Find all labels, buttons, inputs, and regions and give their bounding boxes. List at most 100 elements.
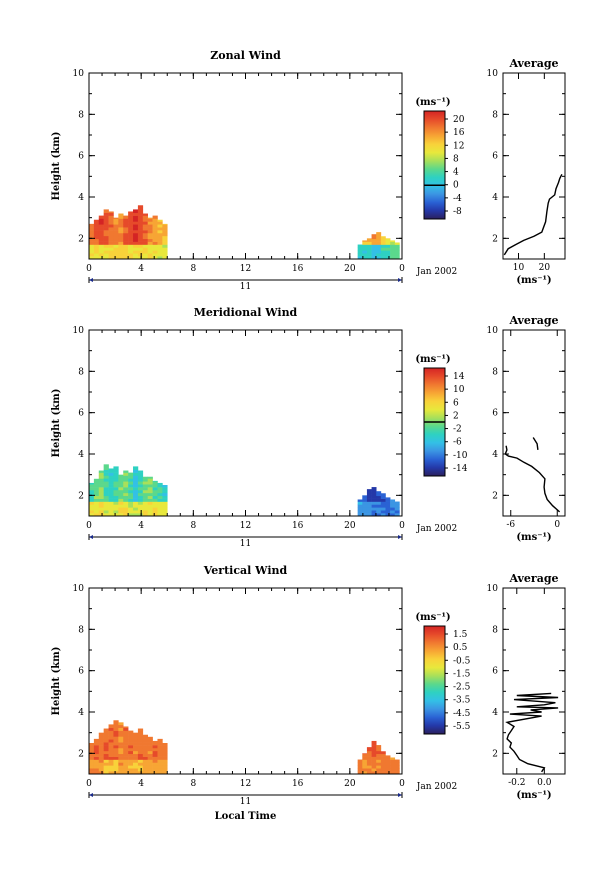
heatmap-cell: [162, 771, 168, 775]
date-day-label: 11: [240, 797, 251, 807]
heatmap-cell: [366, 504, 372, 508]
heatmap-cell: [142, 238, 148, 242]
heatmap-cell: [123, 221, 129, 225]
heatmap-cell: [362, 495, 368, 499]
heatmap-cell: [162, 507, 168, 511]
date-label: Jan 2002: [416, 782, 458, 792]
heatmap-cell: [93, 241, 100, 245]
heatmap-cell: [93, 224, 100, 228]
y-axis-label: Height (km): [51, 132, 62, 201]
heatmap-cell: [157, 219, 163, 222]
heatmap-cell: [371, 244, 377, 248]
heatmap-cell: [118, 747, 124, 752]
heatmap-cell: [103, 469, 109, 473]
heatmap-cell: [152, 481, 158, 485]
heatmap-cell: [390, 241, 396, 245]
colorbar-tick-label: 2: [453, 411, 459, 421]
heatmap-cell: [137, 759, 144, 763]
heatmap-cell: [385, 771, 391, 775]
heatmap-cell: [366, 765, 372, 769]
heatmap-cell: [123, 472, 129, 476]
heatmap-cell: [385, 510, 391, 514]
heatmap-cell: [142, 221, 148, 225]
colorbar-tick-label: 8: [453, 154, 459, 164]
heatmap-cell: [385, 759, 391, 763]
heatmap-cell: [390, 253, 396, 257]
heatmap-cell: [89, 224, 95, 228]
heatmap-cell: [123, 492, 129, 497]
colorbar-unit: (ms⁻¹): [415, 354, 450, 365]
profile-title: Average: [508, 572, 558, 585]
colorbar-tick-label: -3.5: [453, 696, 471, 706]
heatmap-cell: [357, 256, 363, 260]
date-day-label: 11: [240, 539, 251, 549]
heatmap-cell: [385, 497, 391, 499]
heatmap-cell: [93, 504, 100, 508]
heatmap-cell: [133, 209, 139, 213]
heatmap-cell: [357, 247, 363, 251]
heatmap-cell: [357, 762, 363, 766]
heatmap-cell: [137, 510, 144, 514]
heatmap-cell: [380, 504, 386, 508]
heatmap-cell: [376, 771, 382, 775]
heatmap-cell: [152, 495, 158, 499]
heatmap-cell: [142, 492, 148, 497]
heatmap-cell: [137, 747, 144, 752]
x-tick-label: 8: [190, 521, 196, 531]
heatmap-cell: [147, 765, 153, 769]
heatmap-cell: [113, 507, 119, 511]
x-tick-label: 16: [292, 264, 304, 274]
x-tick-label: 16: [292, 779, 304, 789]
heatmap-cell: [133, 221, 139, 225]
heatmap-cell: [394, 768, 400, 772]
heatmap-cell: [147, 504, 153, 508]
heatmap-cell: [152, 762, 158, 766]
heatmap-cell: [366, 762, 372, 766]
heatmap-cell: [118, 722, 124, 726]
heatmap-cell: [147, 750, 153, 755]
heatmap-cell: [162, 250, 168, 254]
heatmap-cell: [162, 753, 168, 757]
heatmap-cell: [123, 765, 129, 769]
heatmap-cell: [137, 221, 144, 225]
heatmap-cell: [108, 250, 114, 254]
heatmap-cell: [113, 736, 119, 740]
heatmap-cell: [93, 495, 100, 499]
heatmap-cell: [137, 504, 144, 508]
heatmap-cell: [89, 507, 95, 511]
heatmap-cell: [142, 756, 148, 760]
heatmap-cell: [89, 750, 95, 755]
heatmap-cell: [385, 253, 391, 257]
heatmap-cell: [147, 478, 153, 482]
heatmap-cell: [157, 742, 163, 746]
heatmap-cell: [103, 492, 109, 497]
heatmap-cell: [113, 466, 119, 468]
heatmap-cell: [93, 759, 100, 763]
heatmap-cell: [93, 747, 100, 752]
heatmap-cell: [162, 489, 168, 494]
heatmap-cell: [113, 221, 119, 225]
profile-y-tick-label: 10: [487, 69, 499, 79]
plot-title: Meridional Wind: [194, 306, 298, 319]
heatmap-cell: [93, 230, 100, 234]
heatmap-cell: [108, 513, 114, 517]
heatmap-cell: [133, 212, 139, 216]
heatmap-cell: [162, 235, 168, 240]
heatmap-cell: [108, 730, 114, 734]
heatmap-cell: [376, 495, 382, 499]
heatmap-cell: [133, 256, 139, 260]
heatmap-cell: [93, 244, 100, 248]
heatmap-cell: [137, 241, 144, 245]
heatmap-cell: [89, 244, 95, 248]
heatmap-cell: [89, 489, 95, 494]
heatmap-cell: [133, 759, 139, 763]
heatmap-cell: [103, 244, 109, 248]
heatmap-cell: [385, 238, 391, 240]
heatmap-cell: [366, 771, 372, 775]
heatmap-cell: [152, 765, 158, 769]
heatmap-cell: [390, 757, 396, 760]
y-axis-label: Height (km): [51, 647, 62, 716]
profile-x-label: (ms⁻¹): [516, 790, 551, 801]
profile-y-tick-label: 8: [492, 367, 498, 377]
heatmap-cell: [128, 489, 134, 494]
